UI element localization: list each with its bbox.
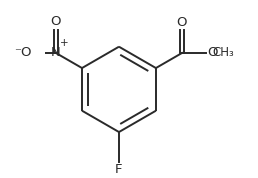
Text: CH₃: CH₃ <box>213 46 234 59</box>
Text: F: F <box>115 163 123 177</box>
Text: O: O <box>51 15 61 28</box>
Text: ⁻O: ⁻O <box>14 46 32 59</box>
Text: O: O <box>177 16 187 29</box>
Text: O: O <box>207 46 217 59</box>
Text: N: N <box>51 46 61 59</box>
Text: +: + <box>60 38 69 48</box>
